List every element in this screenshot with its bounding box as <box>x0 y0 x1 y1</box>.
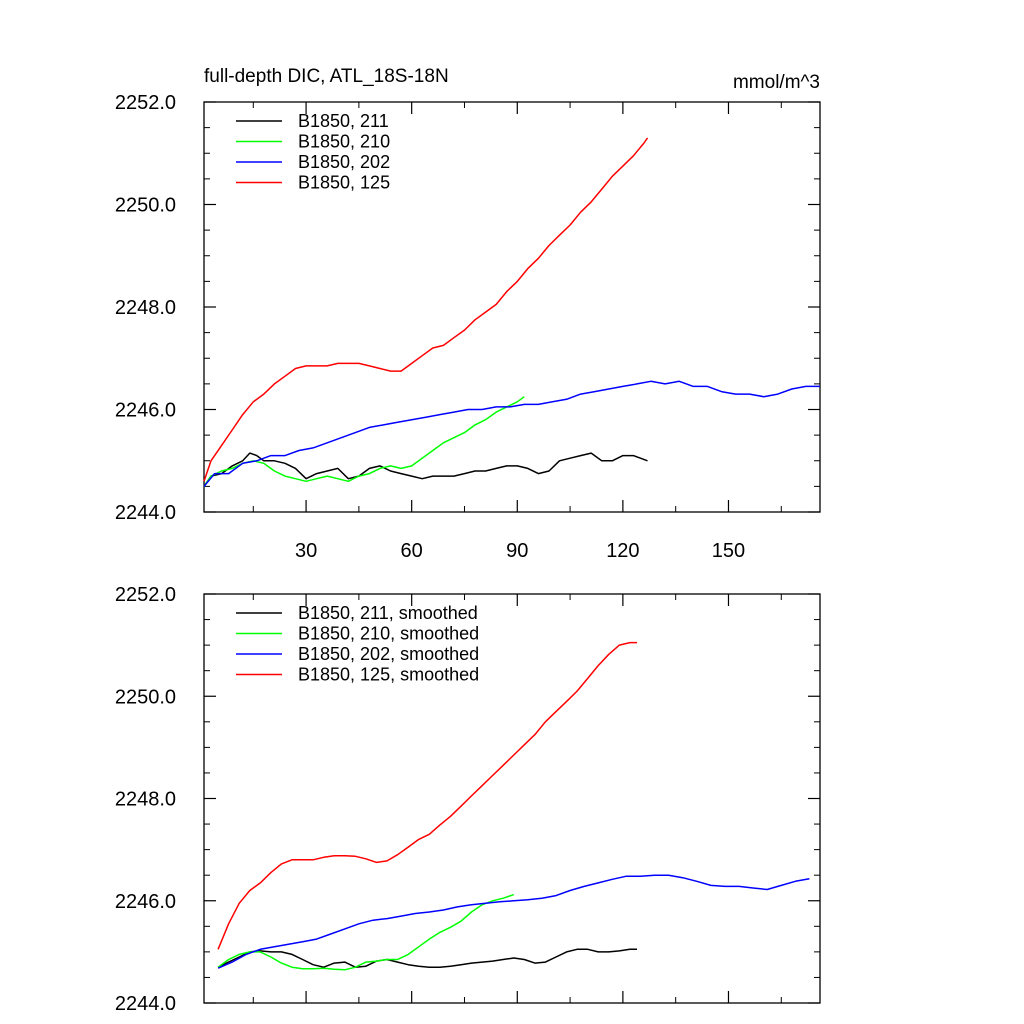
legend-entry: B1850, 202 <box>298 152 390 172</box>
series-line <box>217 874 810 969</box>
series-line <box>203 380 820 487</box>
series-line <box>217 893 515 971</box>
plot-frame <box>203 101 821 513</box>
y-tick-label: 2244.0 <box>115 502 176 524</box>
y-tick-label: 2248.0 <box>115 789 176 811</box>
x-tick-label: 90 <box>506 540 528 562</box>
series-line <box>217 948 637 968</box>
y-tick-label: 2250.0 <box>115 195 176 217</box>
top-panel: 2244.0 2246.0 2248.0 2250.0 2252.0 30 60 90 120 1… <box>115 66 821 562</box>
units-label: mmol/m^3 <box>733 72 820 93</box>
plot-frame <box>203 593 821 1004</box>
x-tick-label: 30 <box>295 540 317 562</box>
legend-entry: B1850, 210, smoothed <box>298 624 479 644</box>
x-tick-label: 150 <box>712 540 745 562</box>
legend-entry: B1850, 125, smoothed <box>298 665 479 685</box>
y-tick-label: 2252.0 <box>115 584 176 606</box>
series-line <box>217 641 637 950</box>
chart-title: full-depth DIC, ATL_18S-18N <box>204 66 449 87</box>
legend-entry: B1850, 211, smoothed <box>298 603 478 623</box>
series-line <box>203 452 648 487</box>
legend-entry: B1850, 202, smoothed <box>298 644 479 664</box>
y-tick-label: 2244.0 <box>115 993 176 1015</box>
x-tick-label: 60 <box>401 540 423 562</box>
y-tick-label: 2246.0 <box>115 891 176 913</box>
legend-entry: B1850, 125 <box>298 173 390 193</box>
y-tick-label: 2250.0 <box>115 686 176 708</box>
x-tick-label: 120 <box>606 540 639 562</box>
y-tick-label: 2246.0 <box>115 400 176 422</box>
y-tick-label: 2252.0 <box>115 92 176 114</box>
legend-entry: B1850, 211 <box>298 111 389 131</box>
y-tick-label: 2248.0 <box>115 297 176 319</box>
series-line <box>203 137 649 482</box>
legend-entry: B1850, 210 <box>298 132 390 152</box>
bottom-panel: 2244.0 2246.0 2248.0 2250.0 2252.0 B1850, 211… <box>115 584 821 1015</box>
